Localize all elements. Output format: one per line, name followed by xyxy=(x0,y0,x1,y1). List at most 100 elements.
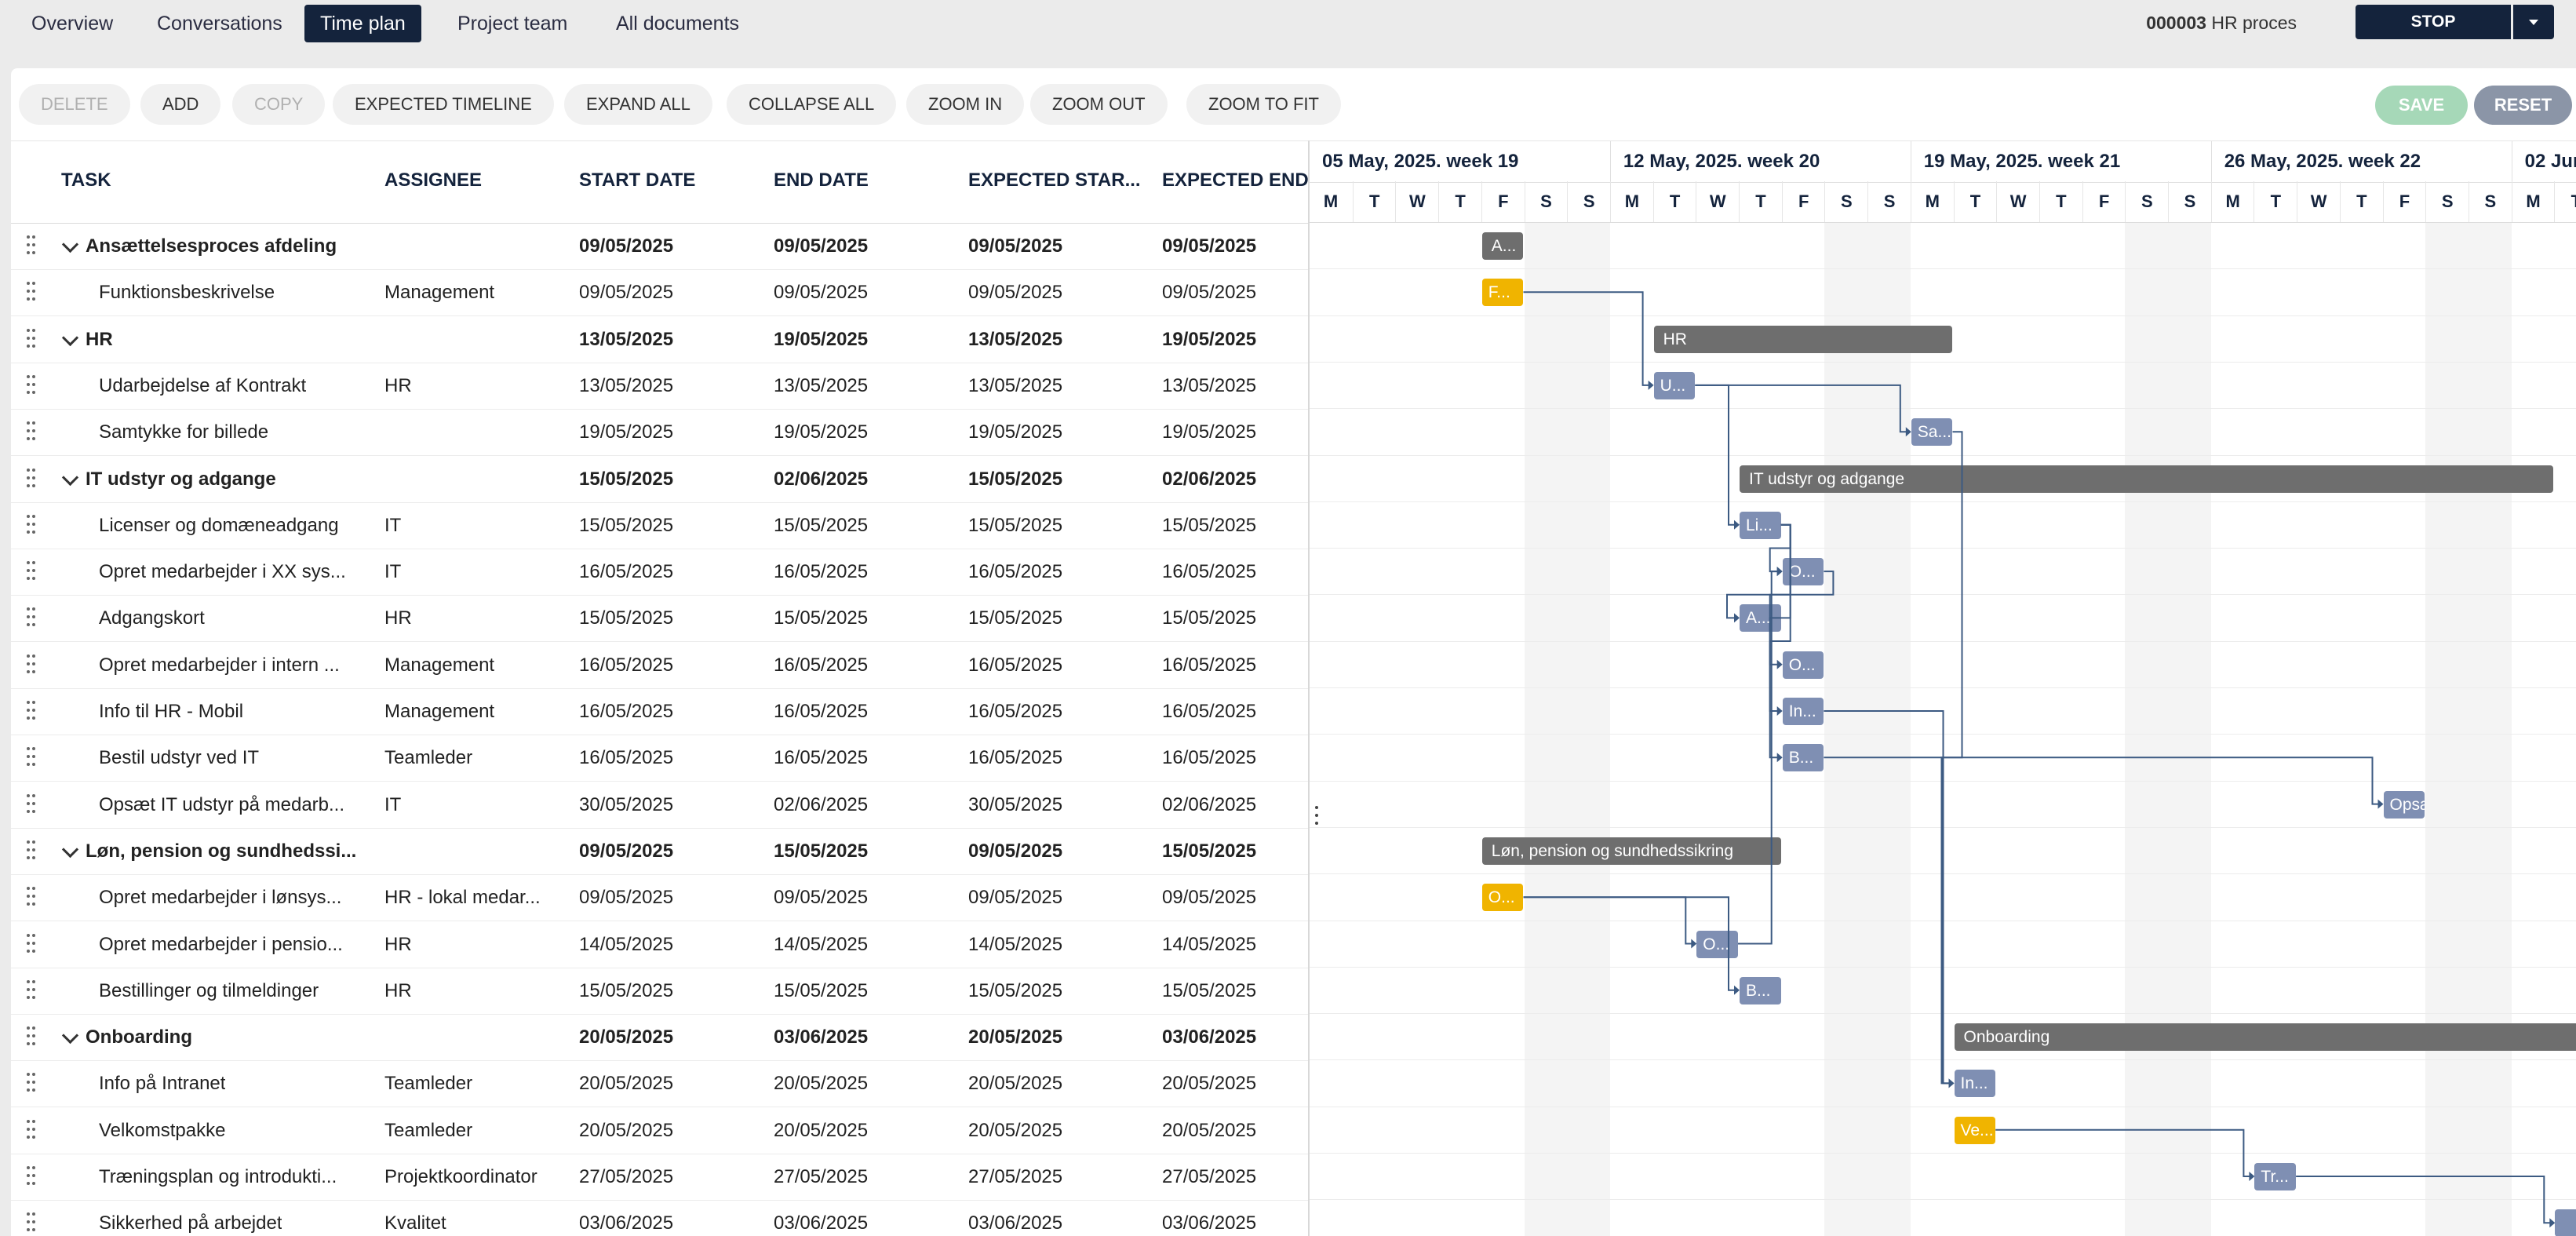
drag-handle-icon[interactable] xyxy=(27,560,36,582)
summary-bar[interactable]: Løn, pension og sundhedssikring xyxy=(1481,837,1781,865)
group-row[interactable]: Ansættelsesproces afdeling 09/05/2025 09/0… xyxy=(11,223,1308,270)
summary-bar[interactable]: HR xyxy=(1653,325,1953,353)
task-bar[interactable]: O... xyxy=(1782,558,1824,586)
zoom-to-fit-button[interactable]: ZOOM TO FIT xyxy=(1186,84,1341,125)
collapse-all-button[interactable]: COLLAPSE ALL xyxy=(727,84,897,125)
expand-all-button[interactable]: EXPAND ALL xyxy=(564,84,712,125)
expected-timeline-button[interactable]: EXPECTED TIMELINE xyxy=(333,84,554,125)
task-bar[interactable]: Ve... xyxy=(1954,1116,1996,1144)
drag-handle-icon[interactable] xyxy=(27,234,36,256)
drag-handle-icon[interactable] xyxy=(27,606,36,628)
drag-handle-icon[interactable] xyxy=(27,280,36,302)
task-bar[interactable]: Tr... xyxy=(2254,1163,2297,1190)
group-row[interactable]: Løn, pension og sundhedssi... 09/05/2025 1… xyxy=(11,828,1308,875)
tab-time-plan[interactable]: Time plan xyxy=(304,5,421,42)
task-row[interactable]: Sikkerhed på arbejdet Kvalitet 03/06/2025 0… xyxy=(11,1200,1308,1236)
chevron-down-icon[interactable] xyxy=(61,840,79,858)
task-row[interactable]: Opret medarbejder i intern ... Management… xyxy=(11,642,1308,689)
tab-conversations[interactable]: Conversations xyxy=(157,13,282,35)
task-row[interactable]: Udarbejdelse af Kontrakt HR 13/05/2025 13/0… xyxy=(11,363,1308,410)
drag-handle-icon[interactable] xyxy=(27,513,36,535)
tab-all-documents[interactable]: All documents xyxy=(616,13,740,35)
save-button[interactable]: SAVE xyxy=(2375,86,2468,125)
column-header-expected-end[interactable]: EXPECTED END xyxy=(1162,170,1309,191)
task-row[interactable]: Licenser og domæneadgang IT 15/05/2025 15/0… xyxy=(11,502,1308,549)
drag-handle-icon[interactable] xyxy=(27,932,36,954)
task-bar[interactable]: O... xyxy=(1481,884,1524,912)
task-bar[interactable]: Li... xyxy=(1740,511,1781,539)
stop-dropdown-toggle[interactable] xyxy=(2513,5,2554,39)
task-bar[interactable]: O... xyxy=(1782,651,1824,679)
zoom-in-button[interactable]: ZOOM IN xyxy=(906,84,1025,125)
summary-bar[interactable]: A... xyxy=(1481,232,1524,260)
column-header-start-date[interactable]: START DATE xyxy=(579,170,696,191)
drag-handle-icon[interactable] xyxy=(27,746,36,767)
summary-bar[interactable]: Onboarding xyxy=(1954,1023,2576,1052)
dependency-line[interactable] xyxy=(1824,710,1950,1085)
task-bar[interactable]: U... xyxy=(1653,371,1696,399)
task-row[interactable]: Samtykke for billede 19/05/2025 19/05/2025… xyxy=(11,409,1308,457)
task-bar[interactable]: F... xyxy=(1481,279,1524,307)
drag-handle-icon[interactable] xyxy=(27,467,36,489)
chevron-down-icon[interactable] xyxy=(61,1026,79,1045)
dependency-line[interactable] xyxy=(1738,571,1778,945)
dependency-line[interactable] xyxy=(1695,384,1907,433)
task-row[interactable]: Bestil udstyr ved IT Teamleder 16/05/2025 1… xyxy=(11,735,1308,782)
dependency-line[interactable] xyxy=(1769,523,1791,712)
chevron-down-icon[interactable] xyxy=(61,469,79,486)
drag-handle-icon[interactable] xyxy=(27,374,36,396)
task-row[interactable]: Træningsplan og introdukti... Projektkoor… xyxy=(11,1154,1308,1201)
task-bar[interactable]: B... xyxy=(1740,976,1781,1004)
summary-bar[interactable]: IT udstyr og adgange xyxy=(1740,465,2554,493)
task-row[interactable]: Opret medarbejder i pensio... HR 14/05/202… xyxy=(11,921,1308,968)
dependency-line[interactable] xyxy=(1523,896,1692,945)
column-header-task[interactable]: TASK xyxy=(61,170,111,191)
task-bar[interactable]: In... xyxy=(1782,698,1824,725)
group-row[interactable]: IT udstyr og adgange 15/05/2025 02/06/2025… xyxy=(11,456,1308,503)
chevron-down-icon[interactable] xyxy=(61,235,79,253)
task-row[interactable]: Opret medarbejder i lønsys... HR - lokal … xyxy=(11,874,1308,922)
task-bar[interactable]: Sa... xyxy=(1911,418,1953,447)
task-bar[interactable]: In... xyxy=(1954,1070,1996,1098)
delete-button[interactable]: DELETE xyxy=(19,84,130,125)
drag-handle-icon[interactable] xyxy=(27,1165,36,1187)
drag-handle-icon[interactable] xyxy=(27,839,36,861)
group-row[interactable]: HR 13/05/2025 19/05/2025 13/05/2025 19/05/20… xyxy=(11,316,1308,363)
drag-handle-icon[interactable] xyxy=(27,885,36,907)
dependency-line[interactable] xyxy=(1769,523,1791,665)
drag-handle-icon[interactable] xyxy=(27,793,36,815)
dependency-line[interactable] xyxy=(1769,523,1791,759)
column-header-end-date[interactable]: END DATE xyxy=(774,170,869,191)
tab-overview[interactable]: Overview xyxy=(31,13,114,35)
column-header-assignee[interactable]: ASSIGNEE xyxy=(384,170,483,191)
task-bar[interactable]: B... xyxy=(1782,744,1824,772)
tab-project-team[interactable]: Project team xyxy=(457,13,568,35)
drag-handle-icon[interactable] xyxy=(27,1025,36,1047)
chevron-down-icon[interactable] xyxy=(61,329,79,346)
task-row[interactable]: Info på Intranet Teamleder 20/05/2025 20/05… xyxy=(11,1060,1308,1108)
splitter-handle[interactable] xyxy=(1314,804,1319,828)
task-row[interactable]: Bestillinger og tilmeldinger HR 15/05/2025… xyxy=(11,968,1308,1015)
dependency-line[interactable] xyxy=(2296,1176,2551,1224)
task-row[interactable]: Opret medarbejder i XX sys... IT 16/05/202… xyxy=(11,549,1308,596)
drag-handle-icon[interactable] xyxy=(27,1118,36,1140)
group-row[interactable]: Onboarding 20/05/2025 03/06/2025 20/05/2025… xyxy=(11,1014,1308,1062)
column-header-expected-start[interactable]: EXPECTED STAR... xyxy=(968,170,1141,191)
dependency-line[interactable] xyxy=(1769,523,1791,573)
dependency-line[interactable] xyxy=(1523,291,1649,386)
task-row[interactable]: Info til HR - Mobil Management 16/05/2025 1… xyxy=(11,688,1308,735)
copy-button[interactable]: COPY xyxy=(232,84,326,125)
stop-button[interactable]: STOP xyxy=(2356,5,2511,39)
dependency-line[interactable] xyxy=(1824,757,2379,805)
dependency-line[interactable] xyxy=(1695,384,1735,526)
task-row[interactable]: Adgangskort HR 15/05/2025 15/05/2025 15/05/2… xyxy=(11,595,1308,643)
drag-handle-icon[interactable] xyxy=(27,420,36,442)
zoom-out-button[interactable]: ZOOM OUT xyxy=(1030,84,1168,125)
drag-handle-icon[interactable] xyxy=(27,1211,36,1233)
drag-handle-icon[interactable] xyxy=(27,653,36,675)
task-row[interactable]: Funktionsbeskrivelse Management 09/05/2025… xyxy=(11,269,1308,317)
dependency-line[interactable] xyxy=(1523,896,1736,991)
drag-handle-icon[interactable] xyxy=(27,327,36,349)
task-bar[interactable]: O... xyxy=(1696,930,1738,958)
task-row[interactable]: Opsæt IT udstyr på medarb... IT 30/05/2025… xyxy=(11,782,1308,829)
